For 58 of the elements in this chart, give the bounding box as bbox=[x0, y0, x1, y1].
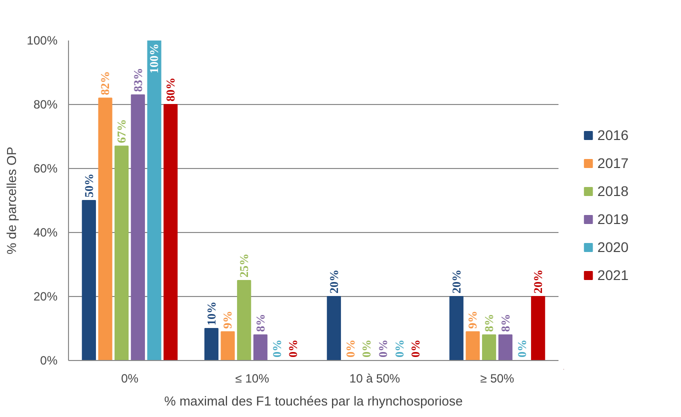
data-label: 0% bbox=[270, 340, 284, 358]
legend-label: 2019 bbox=[597, 210, 629, 226]
x-tick-label: 0% bbox=[121, 372, 139, 386]
y-tick-label: 100% bbox=[26, 34, 58, 48]
bar bbox=[449, 296, 464, 360]
y-tick-label: 80% bbox=[33, 98, 58, 112]
legend-label: 2016 bbox=[597, 126, 629, 142]
data-label: 82% bbox=[98, 71, 112, 96]
data-label: 67% bbox=[114, 119, 129, 144]
data-label: 20% bbox=[531, 270, 546, 294]
data-label: 0% bbox=[286, 340, 300, 358]
x-tick-label: ≤ 10% bbox=[235, 372, 270, 386]
data-label: 8% bbox=[253, 314, 268, 332]
bar bbox=[237, 280, 252, 360]
bar bbox=[204, 328, 218, 360]
y-tick-label: 20% bbox=[33, 290, 58, 304]
bar bbox=[531, 296, 546, 360]
bar bbox=[253, 334, 268, 360]
data-label: 8% bbox=[482, 314, 496, 332]
data-label: 20% bbox=[326, 270, 341, 294]
data-label: 20% bbox=[449, 270, 464, 294]
x-axis-title: % maximal des F1 touchées par la rhynchosporiose bbox=[164, 394, 463, 408]
data-label: 0% bbox=[408, 340, 423, 358]
data-label: 25% bbox=[237, 254, 252, 278]
y-tick-label: 40% bbox=[33, 226, 58, 240]
bar bbox=[482, 334, 496, 360]
bar bbox=[82, 200, 96, 360]
y-tick-label: 0% bbox=[40, 354, 58, 368]
bar bbox=[114, 146, 129, 360]
data-label: 8% bbox=[498, 314, 512, 332]
legend-label: 2017 bbox=[597, 154, 629, 170]
data-label: 0% bbox=[343, 340, 358, 358]
bar bbox=[147, 40, 162, 360]
bar bbox=[466, 331, 480, 360]
x-tick-label: 10 à 50% bbox=[349, 372, 400, 386]
x-tick-label: ≥ 50% bbox=[480, 372, 515, 386]
bar bbox=[220, 331, 235, 360]
data-label: 0% bbox=[376, 340, 390, 358]
bar bbox=[326, 296, 341, 360]
data-label: 50% bbox=[82, 174, 96, 198]
data-label: 10% bbox=[204, 302, 218, 326]
legend-label: 2020 bbox=[597, 238, 629, 254]
y-tick-label: 60% bbox=[33, 162, 58, 176]
data-label: 9% bbox=[466, 310, 480, 329]
legend-label: 2018 bbox=[597, 182, 629, 198]
data-label: 80% bbox=[164, 78, 178, 102]
bar bbox=[164, 104, 178, 360]
bar bbox=[98, 98, 112, 360]
legend-label: 2021 bbox=[597, 266, 629, 282]
data-label: 83% bbox=[130, 68, 145, 92]
data-label: 0% bbox=[360, 340, 374, 358]
bar bbox=[498, 334, 512, 360]
bar bbox=[130, 94, 145, 360]
y-axis-title: % de parcelles OP bbox=[4, 146, 19, 254]
data-label: 0% bbox=[392, 340, 406, 358]
data-label: 9% bbox=[220, 310, 235, 329]
data-label: 0% bbox=[514, 340, 529, 358]
data-label: 100% bbox=[147, 44, 162, 74]
